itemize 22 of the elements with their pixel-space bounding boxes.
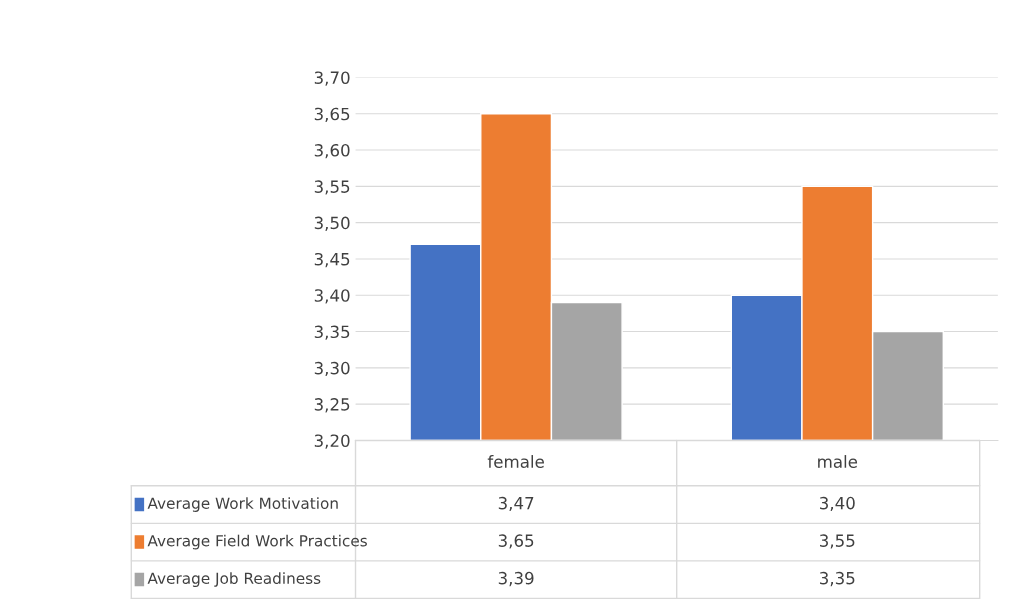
y-tick-label: 3,45 [314,252,350,268]
y-tick-label: 3,30 [314,361,350,377]
y-tick-label: 3,50 [314,216,350,231]
x-tick-label: female [487,455,544,468]
y-tick-label: 3,40 [314,289,350,304]
y-tick-label: 3,60 [314,144,350,159]
data-label: 3,40 [820,496,855,512]
y-tick-label: 3,55 [314,180,350,195]
data-label: 3,47 [498,496,534,512]
legend-label: Average Work Motivation [147,497,338,512]
y-tick-label: 3,35 [314,325,350,340]
legend-label: Average Job Readiness [147,572,321,587]
data-label: 3,35 [820,571,855,587]
data-label: 3,55 [820,534,855,549]
legend-label: Average Field Work Practices [147,534,367,550]
y-tick-label: 3,70 [314,71,350,86]
x-tick-label: male [818,455,858,468]
data-label: 3,39 [498,571,534,587]
y-tick-label: 3,20 [314,434,350,449]
data-label: 3,65 [498,534,534,549]
y-tick-label: 3,25 [314,398,350,413]
y-tick-label: 3,65 [314,107,350,123]
